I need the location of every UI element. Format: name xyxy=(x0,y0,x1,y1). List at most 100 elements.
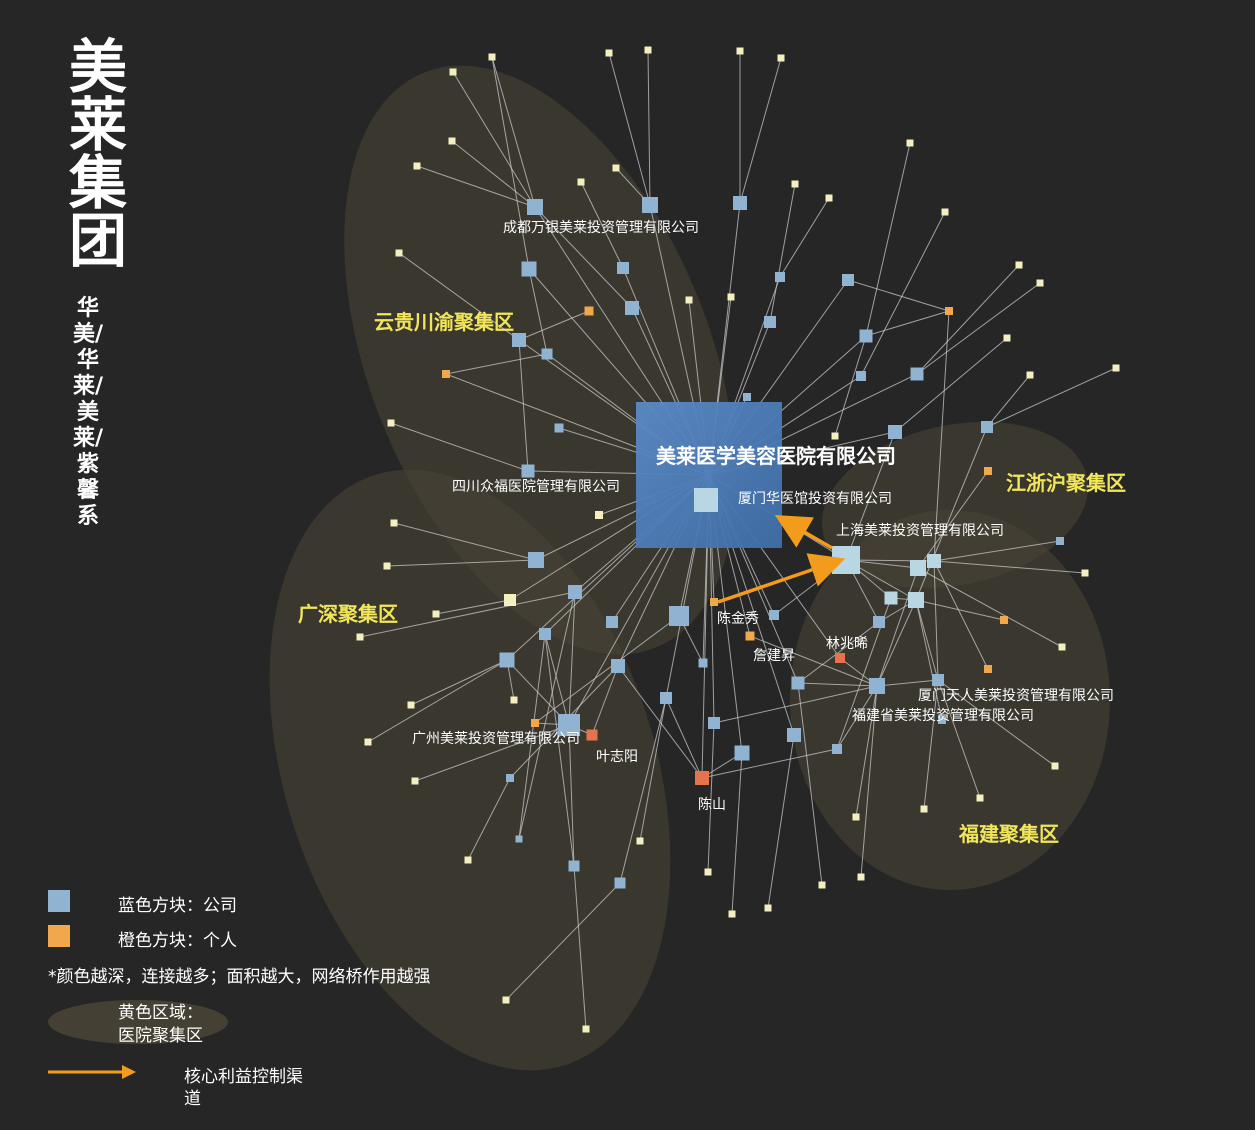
node-l42[interactable] xyxy=(976,794,984,802)
node-j7[interactable] xyxy=(888,425,902,439)
node-g6[interactable] xyxy=(611,659,625,673)
node-j13[interactable] xyxy=(1056,537,1064,545)
node-j1[interactable] xyxy=(775,272,785,282)
node-l20[interactable] xyxy=(1003,334,1011,342)
node-tianren[interactable] xyxy=(932,674,944,686)
node-j2[interactable] xyxy=(764,316,776,328)
node-l35[interactable] xyxy=(704,868,712,876)
node-l19[interactable] xyxy=(1036,279,1044,287)
node-y9[interactable] xyxy=(595,511,603,519)
node-f8[interactable] xyxy=(832,744,842,754)
node-l4[interactable] xyxy=(644,46,652,54)
node-l30[interactable] xyxy=(411,777,419,785)
node-l27[interactable] xyxy=(356,633,364,641)
node-g9[interactable] xyxy=(506,774,514,782)
node-l39[interactable] xyxy=(852,813,860,821)
node-l22[interactable] xyxy=(1112,364,1120,372)
node-l1[interactable] xyxy=(449,68,457,76)
node-j16[interactable] xyxy=(873,616,885,628)
node-y6[interactable] xyxy=(584,306,594,316)
node-l14[interactable] xyxy=(941,208,949,216)
node-l32[interactable] xyxy=(502,996,510,1004)
node-l6[interactable] xyxy=(777,54,785,62)
node-f9[interactable] xyxy=(938,716,946,724)
node-sichuan[interactable] xyxy=(521,464,535,478)
node-l29[interactable] xyxy=(364,738,372,746)
node-y5[interactable] xyxy=(541,348,553,360)
node-l18[interactable] xyxy=(727,293,735,301)
node-l46[interactable] xyxy=(831,432,839,440)
node-l3[interactable] xyxy=(605,49,613,57)
node-f3[interactable] xyxy=(660,692,672,704)
node-g2[interactable] xyxy=(504,594,516,606)
node-chenjinxiu[interactable] xyxy=(710,598,718,606)
node-l43[interactable] xyxy=(1051,762,1059,770)
node-l10[interactable] xyxy=(612,164,620,172)
node-c2[interactable] xyxy=(642,197,658,213)
node-y3[interactable] xyxy=(625,301,639,315)
node-l26[interactable] xyxy=(432,610,440,618)
node-fujian[interactable] xyxy=(869,678,885,694)
node-l40[interactable] xyxy=(857,873,865,881)
node-j3[interactable] xyxy=(842,274,854,286)
node-l37[interactable] xyxy=(764,904,772,912)
node-l47[interactable] xyxy=(510,696,518,704)
node-g11[interactable] xyxy=(568,860,580,872)
node-l31[interactable] xyxy=(464,856,472,864)
node-l24[interactable] xyxy=(390,519,398,527)
node-j5[interactable] xyxy=(856,371,866,381)
node-l25[interactable] xyxy=(383,562,391,570)
node-l44[interactable] xyxy=(1058,643,1066,651)
node-y4[interactable] xyxy=(512,333,526,347)
node-l13[interactable] xyxy=(906,139,914,147)
node-g4[interactable] xyxy=(499,652,515,668)
node-l28[interactable] xyxy=(407,701,415,709)
node-f2[interactable] xyxy=(698,658,708,668)
node-chengdu[interactable] xyxy=(527,199,543,215)
node-f7[interactable] xyxy=(791,676,805,690)
node-l23[interactable] xyxy=(387,419,395,427)
node-l34[interactable] xyxy=(636,837,644,845)
node-j11[interactable] xyxy=(910,560,926,576)
node-l36[interactable] xyxy=(728,910,736,918)
node-f4[interactable] xyxy=(708,717,720,729)
node-f6[interactable] xyxy=(787,728,801,742)
node-g5[interactable] xyxy=(606,616,618,628)
node-y8[interactable] xyxy=(554,423,564,433)
node-l38[interactable] xyxy=(818,881,826,889)
node-g7[interactable] xyxy=(669,606,689,626)
node-l33[interactable] xyxy=(582,1025,590,1033)
node-g10[interactable] xyxy=(515,835,523,843)
node-y10[interactable] xyxy=(528,552,544,568)
node-l17[interactable] xyxy=(685,296,693,304)
node-l5[interactable] xyxy=(736,47,744,55)
node-j10[interactable] xyxy=(984,467,992,475)
node-l2[interactable] xyxy=(488,53,496,61)
node-j12[interactable] xyxy=(927,554,941,568)
node-core[interactable] xyxy=(636,402,782,548)
node-g12[interactable] xyxy=(614,877,626,889)
node-y1[interactable] xyxy=(521,261,537,277)
node-f10[interactable] xyxy=(984,665,992,673)
node-l8[interactable] xyxy=(413,162,421,170)
node-l41[interactable] xyxy=(920,805,928,813)
node-f5[interactable] xyxy=(734,745,750,761)
node-huayi[interactable] xyxy=(694,488,718,512)
node-j4[interactable] xyxy=(859,329,873,343)
node-y7[interactable] xyxy=(442,370,450,378)
node-l11[interactable] xyxy=(791,180,799,188)
node-y2[interactable] xyxy=(617,262,629,274)
node-l45[interactable] xyxy=(1081,569,1089,577)
node-l16[interactable] xyxy=(395,249,403,257)
node-j14[interactable] xyxy=(908,592,924,608)
node-l7[interactable] xyxy=(448,137,456,145)
node-j15[interactable] xyxy=(884,591,898,605)
node-l12[interactable] xyxy=(825,194,833,202)
node-zhanjiansheng[interactable] xyxy=(745,631,755,641)
node-l21[interactable] xyxy=(1026,371,1034,379)
node-shanghai[interactable] xyxy=(832,546,860,574)
node-g1[interactable] xyxy=(568,585,582,599)
node-yezhiyang[interactable] xyxy=(586,729,598,741)
node-j8[interactable] xyxy=(945,307,953,315)
node-l9[interactable] xyxy=(577,178,585,186)
